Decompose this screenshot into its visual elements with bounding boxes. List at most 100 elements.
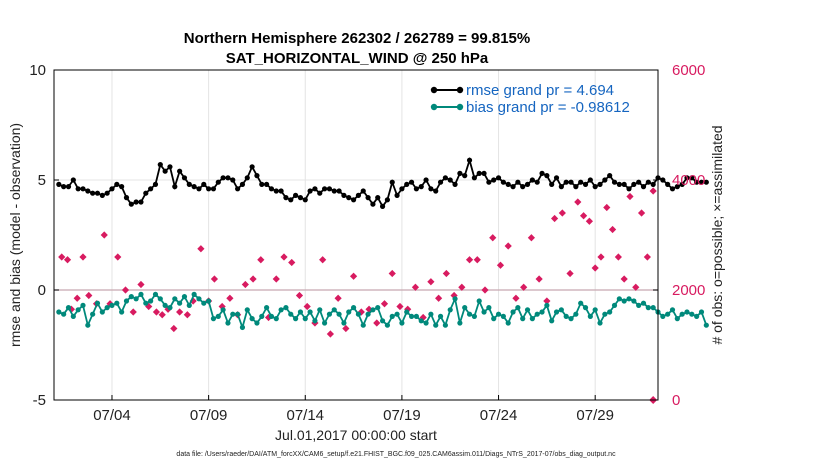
rmse-point — [65, 184, 72, 190]
obs-count-marker — [288, 258, 296, 267]
obs-count-marker — [465, 256, 474, 264]
legend-bias-marker — [430, 103, 438, 111]
rmse-point — [80, 186, 86, 192]
rmse-point — [404, 181, 410, 187]
bias-point — [94, 300, 101, 306]
obs-count-marker — [280, 253, 288, 261]
rmse-point — [331, 188, 337, 194]
obs-count-marker — [411, 283, 420, 291]
rmse-point — [312, 186, 318, 192]
obs-count-marker — [158, 311, 166, 319]
rmse-point — [510, 184, 516, 190]
obs-count-marker — [558, 209, 566, 217]
rmse-point — [244, 175, 250, 181]
rmse-point — [157, 162, 163, 168]
rmse-point — [476, 170, 482, 176]
obs-count-marker — [137, 280, 145, 289]
obs-count-marker — [626, 192, 634, 201]
rmse-point — [491, 177, 497, 183]
rmse-point — [239, 181, 246, 187]
rmse-series — [56, 157, 709, 209]
rmse-point — [553, 175, 560, 181]
obs-count-marker — [442, 269, 450, 278]
obs-count-marker — [85, 291, 93, 300]
rmse-point — [698, 179, 705, 185]
obs-count-marker — [326, 330, 334, 338]
rmse-point — [558, 184, 564, 190]
rmse-point — [321, 186, 328, 192]
bias-point — [85, 322, 91, 328]
bias-point — [114, 300, 120, 306]
obs-count-marker — [183, 311, 191, 319]
rmse-point — [317, 190, 323, 196]
legend-bias-label: bias grand pr = -0.98612 — [466, 99, 630, 116]
bias-point — [230, 311, 236, 317]
bias-point — [481, 309, 487, 315]
bias-point — [355, 311, 362, 317]
x-tick-label-4: 07/24 — [480, 407, 518, 424]
rmse-point — [225, 175, 231, 181]
bias-point — [621, 298, 627, 304]
obs-count-marker — [649, 187, 657, 195]
rmse-point — [471, 175, 477, 181]
rmse-point — [486, 179, 492, 185]
bias-point — [491, 316, 497, 322]
rmse-point — [616, 181, 622, 187]
rmse-point — [56, 181, 62, 187]
bias-point — [244, 307, 250, 313]
obs-count-marker — [334, 294, 342, 302]
bias-point — [602, 311, 608, 317]
rmse-point — [640, 184, 647, 190]
rmse-point — [457, 170, 463, 176]
rmse-point — [505, 181, 511, 187]
rmse-point — [384, 197, 391, 203]
bias-point — [215, 313, 221, 319]
bias-point — [495, 311, 502, 317]
rmse-point — [529, 177, 535, 183]
x-axis-label: Jul.01,2017 00:00:00 start — [275, 427, 437, 443]
y-right-tick-label-2: 4000 — [672, 172, 705, 189]
obs-count-marker — [226, 294, 234, 302]
bias-point — [616, 296, 622, 302]
bias-point — [336, 311, 342, 317]
bias-series — [56, 291, 709, 331]
rmse-point — [172, 184, 178, 190]
y-right-tick-label-1: 2000 — [672, 282, 705, 299]
rmse-point — [466, 157, 473, 163]
rmse-point — [109, 186, 115, 192]
bias-point — [259, 313, 265, 319]
chart-title-line2: SAT_HORIZONTAL_WIND @ 250 hPa — [226, 50, 489, 67]
obs-count-marker — [473, 256, 481, 264]
rmse-point — [85, 188, 91, 194]
obs-count-marker — [566, 269, 574, 278]
rmse-point — [307, 188, 313, 194]
rmse-point — [437, 179, 444, 185]
rmse-point — [563, 179, 569, 185]
rmse-point — [249, 164, 255, 170]
obs-count-marker — [527, 234, 536, 242]
y-axis-right-label: # of obs: o=possible; ×=assimilated — [709, 125, 725, 344]
bias-point — [350, 305, 357, 311]
bias-point — [297, 309, 304, 315]
bias-point — [549, 318, 555, 324]
bias-point — [389, 313, 395, 319]
rmse-point — [679, 181, 685, 187]
y-tick-label-2: 5 — [38, 172, 46, 189]
rmse-point — [302, 197, 308, 203]
rmse-point — [297, 195, 304, 201]
bias-point — [486, 305, 492, 311]
obs-count-marker — [608, 225, 617, 234]
bias-point — [278, 307, 284, 313]
rmse-point — [621, 181, 627, 187]
obs-count-marker — [58, 253, 66, 261]
rmse-point — [177, 168, 183, 174]
rmse-point — [210, 186, 217, 192]
bias-point — [65, 305, 72, 311]
x-tick-label-5: 07/29 — [576, 407, 614, 424]
rmse-point — [520, 184, 526, 190]
rmse-point — [346, 195, 352, 201]
rmse-point — [607, 173, 613, 179]
rmse-point — [597, 181, 603, 187]
rmse-point — [254, 173, 260, 179]
